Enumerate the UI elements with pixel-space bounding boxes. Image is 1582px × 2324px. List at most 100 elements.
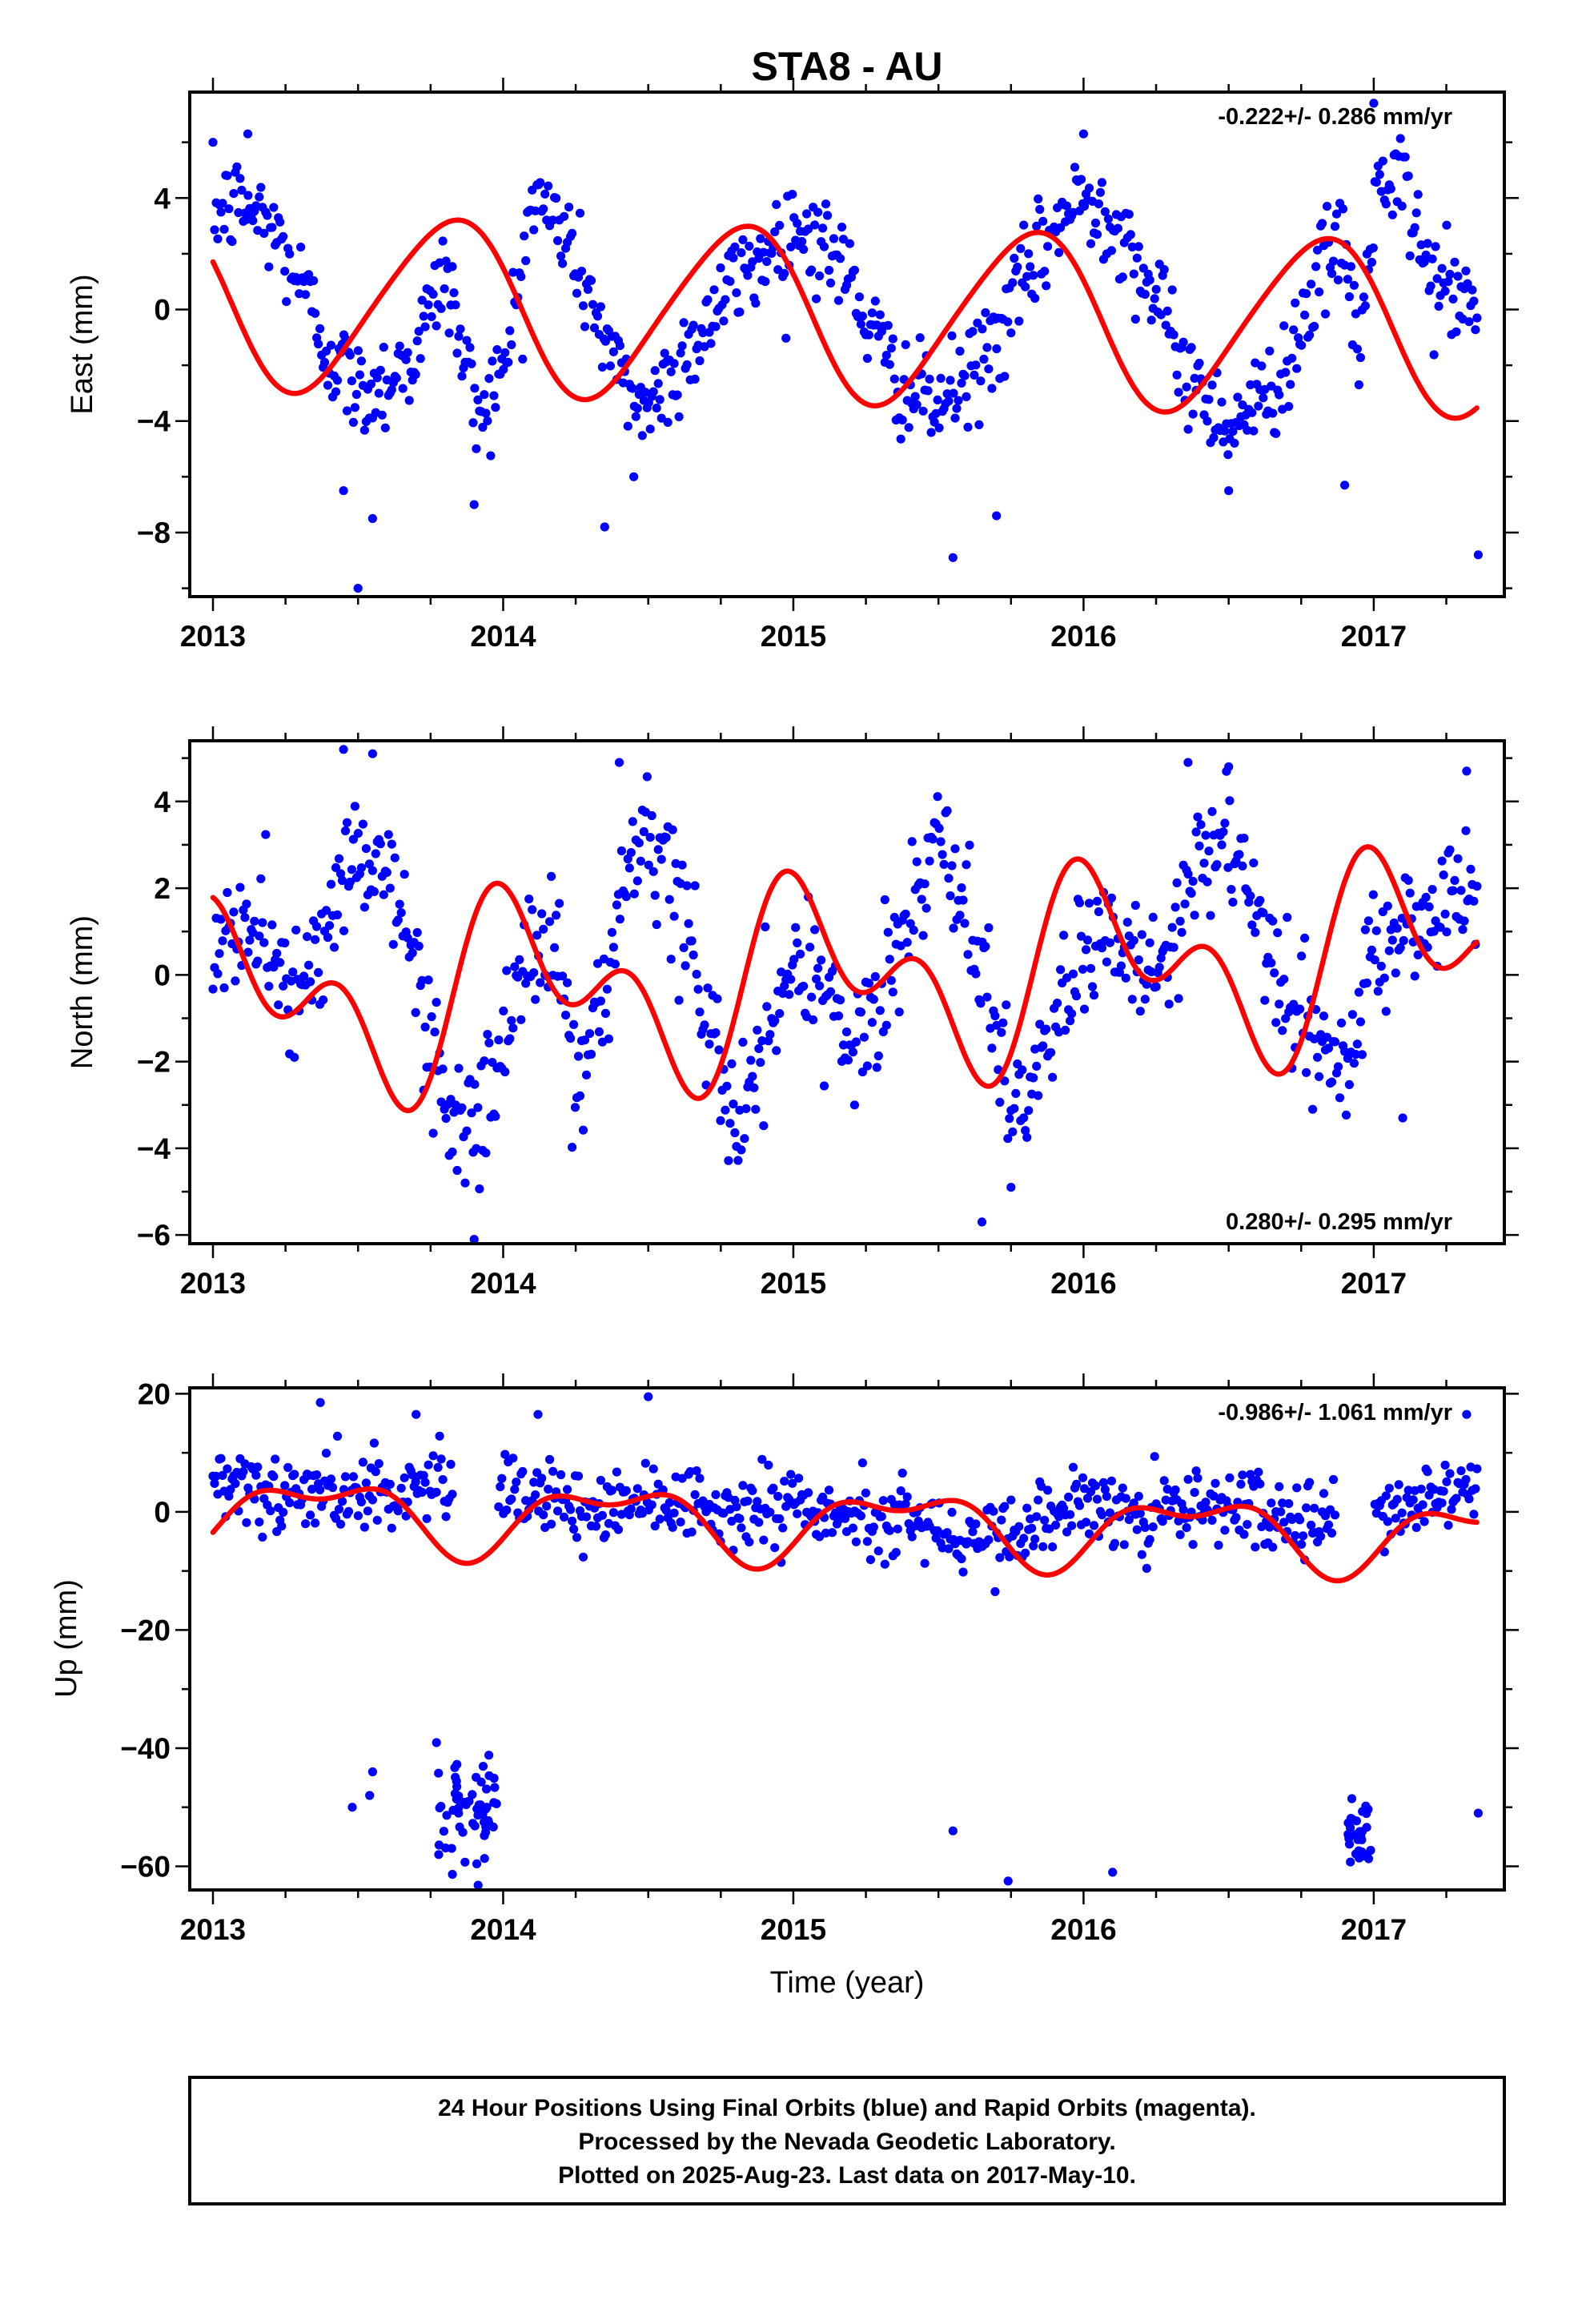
data-point <box>216 207 226 217</box>
data-point <box>1048 1072 1058 1082</box>
data-point <box>1249 858 1259 868</box>
data-point <box>1132 1525 1142 1534</box>
data-point <box>353 346 363 356</box>
data-point <box>1408 1495 1418 1505</box>
data-point <box>880 1559 889 1569</box>
data-point <box>261 830 271 839</box>
data-point <box>682 360 692 370</box>
data-point <box>1129 935 1138 945</box>
data-point <box>637 431 647 440</box>
data-point <box>1411 208 1421 218</box>
data-point <box>862 353 872 364</box>
fit-curve <box>210 1486 1480 1584</box>
data-point <box>812 974 821 983</box>
data-point <box>340 1472 351 1482</box>
data-point <box>1357 1050 1367 1059</box>
data-point <box>1071 991 1082 1001</box>
data-point <box>693 984 703 994</box>
data-point <box>588 300 598 309</box>
outlier-point <box>600 522 609 532</box>
data-point <box>933 792 942 802</box>
data-point <box>829 234 839 243</box>
data-point <box>488 1822 498 1831</box>
data-point <box>756 234 765 243</box>
data-point <box>1247 920 1257 930</box>
y-tick-label: 4 <box>154 786 171 818</box>
data-point <box>1278 1026 1287 1035</box>
data-point <box>424 300 433 310</box>
data-point <box>1442 220 1452 230</box>
data-point <box>291 925 301 935</box>
data-point <box>669 359 679 368</box>
data-point <box>414 941 424 951</box>
data-point <box>751 1104 761 1114</box>
data-point <box>412 927 422 938</box>
data-point <box>1225 1473 1235 1482</box>
data-point <box>901 340 910 349</box>
data-point <box>306 977 315 987</box>
data-point <box>716 1116 725 1125</box>
data-point <box>312 1470 322 1480</box>
data-point <box>647 810 656 821</box>
data-point <box>248 215 258 226</box>
data-point <box>1271 428 1281 439</box>
data-point <box>692 1466 701 1476</box>
data-point <box>740 1134 749 1144</box>
data-point <box>878 1496 888 1506</box>
data-point <box>1175 1530 1185 1539</box>
data-point <box>321 906 331 915</box>
data-point <box>280 267 290 276</box>
data-point <box>1351 309 1360 319</box>
data-point <box>716 263 725 273</box>
data-point <box>1249 426 1259 436</box>
data-point <box>1126 230 1135 239</box>
data-point <box>518 354 528 364</box>
data-point <box>849 265 859 275</box>
data-point <box>946 891 955 901</box>
data-point <box>296 243 306 252</box>
data-point <box>666 955 676 964</box>
data-point <box>306 1510 315 1520</box>
data-point <box>208 138 218 147</box>
data-point <box>1021 1548 1030 1558</box>
footer-line-2: Processed by the Nevada Geodetic Laborat… <box>578 2129 1115 2155</box>
data-point <box>1268 1542 1278 1552</box>
data-point <box>1026 262 1035 271</box>
data-point <box>1246 891 1255 901</box>
data-point <box>722 1081 732 1091</box>
data-point <box>350 802 359 811</box>
data-point <box>235 883 245 892</box>
data-point <box>1448 294 1458 304</box>
data-point <box>1238 1470 1247 1480</box>
data-point <box>528 905 537 915</box>
data-point <box>1316 1531 1326 1541</box>
data-point <box>1452 327 1461 336</box>
data-point <box>995 1553 1005 1562</box>
data-point <box>331 387 341 396</box>
data-point <box>1354 380 1363 390</box>
data-point <box>355 370 364 380</box>
data-point <box>1305 1478 1315 1487</box>
data-point <box>676 348 685 358</box>
data-point <box>912 400 921 409</box>
data-point <box>550 943 560 952</box>
data-point <box>470 1080 480 1089</box>
data-point <box>870 971 880 982</box>
data-point <box>786 1470 796 1479</box>
data-point <box>411 369 420 380</box>
data-point <box>904 423 913 432</box>
data-point <box>314 339 323 349</box>
data-point <box>789 955 799 964</box>
data-point <box>769 1483 778 1493</box>
data-point <box>1199 858 1209 868</box>
data-point <box>761 277 770 287</box>
data-point <box>920 1558 930 1568</box>
data-point <box>813 207 823 217</box>
data-point <box>873 1546 883 1556</box>
data-point <box>1170 1485 1180 1495</box>
data-point <box>936 837 946 846</box>
data-point <box>813 963 823 973</box>
data-point <box>960 371 970 380</box>
data-point <box>917 895 926 904</box>
